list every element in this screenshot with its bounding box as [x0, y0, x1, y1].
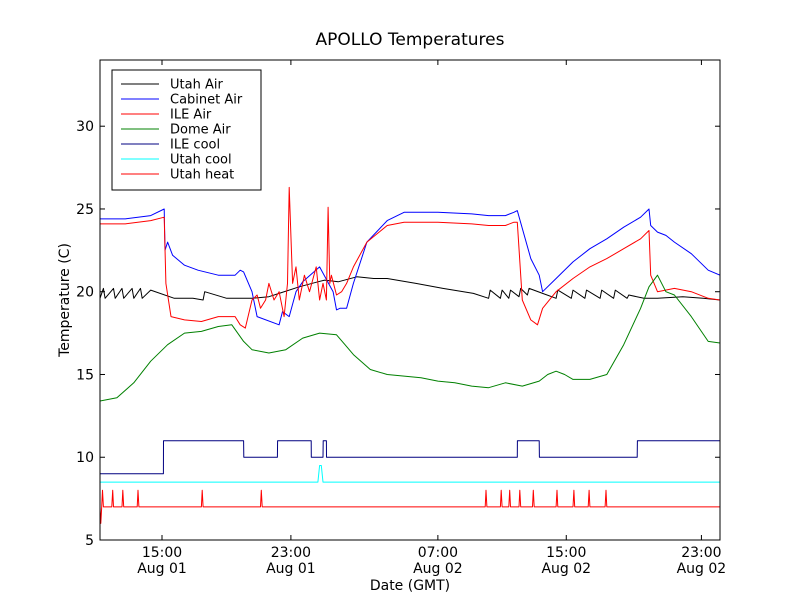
legend-label-utah-air: Utah Air — [170, 78, 223, 93]
y-tick-label: 10 — [76, 450, 94, 466]
y-axis-label: Temperature (C) — [57, 243, 73, 358]
series-line-utah-cool — [100, 465, 720, 483]
series-line-cabinet-air — [100, 208, 720, 326]
x-tick-label-date: Aug 02 — [677, 561, 727, 577]
series-line-utah-air — [100, 276, 720, 301]
y-tick-label: 30 — [76, 119, 94, 135]
legend-label-ile-air: ILE Air — [170, 108, 212, 123]
series-line-utah-heat — [100, 489, 720, 524]
x-tick-label-date: Aug 02 — [413, 561, 463, 577]
x-axis-label: Date (GMT) — [370, 578, 450, 594]
series-layer — [100, 186, 720, 524]
legend-label-dome-air: Dome Air — [170, 123, 231, 138]
y-tick-label: 15 — [76, 367, 94, 383]
y-tick-label: 5 — [85, 533, 94, 549]
series-line-ile-air — [100, 186, 720, 329]
legend-label-cabinet-air: Cabinet Air — [170, 93, 243, 108]
legend-label-utah-cool: Utah cool — [170, 153, 232, 168]
x-tick-label-time: 15:00 — [546, 545, 586, 561]
y-axis: 5 10 15 20 25 30 — [76, 119, 720, 549]
legend-label-ile-cool: ILE cool — [170, 138, 220, 153]
x-tick-label-date: Aug 01 — [266, 561, 316, 577]
x-tick-label-date: Aug 02 — [541, 561, 591, 577]
plot-frame — [99, 59, 721, 541]
x-tick-label-time: 23:00 — [271, 545, 311, 561]
series-line-dome-air — [100, 274, 720, 402]
legend-box — [111, 69, 262, 191]
legend-label-utah-heat: Utah heat — [170, 168, 234, 183]
y-tick-label: 25 — [76, 202, 94, 218]
chart-title: APOLLO Temperatures — [316, 30, 505, 50]
x-tick-label-time: 23:00 — [681, 545, 721, 561]
x-tick-label-date: Aug 01 — [137, 561, 187, 577]
series-line-ile-cool — [100, 440, 720, 475]
x-tick-label-time: 15:00 — [142, 545, 182, 561]
y-tick-label: 20 — [76, 285, 94, 301]
x-tick-label-time: 07:00 — [418, 545, 458, 561]
